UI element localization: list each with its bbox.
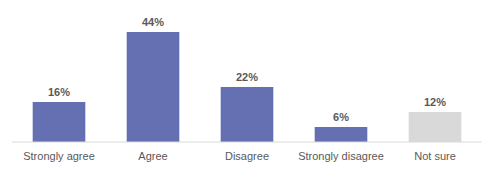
category-label: Strongly agree [23,150,95,162]
data-label: 16% [48,86,70,98]
category-label: Strongly disagree [298,150,384,162]
chart-container: 16% 44% 22% 6% 12% Strongly agree Agree Disagre… [0,0,500,180]
category-label: Not sure [414,150,456,162]
bar [221,87,274,142]
bar [127,32,180,142]
bars [33,32,462,142]
data-label: 12% [424,96,446,108]
bar [409,112,462,142]
data-label: 44% [142,16,164,28]
x-tick-labels: Strongly agree Agree Disagree Strongly disa… [23,150,456,162]
data-label: 6% [333,111,349,123]
category-label: Disagree [225,150,269,162]
bar [315,127,368,142]
x-axis-line [12,142,482,143]
bar [33,102,86,142]
data-labels: 16% 44% 22% 6% 12% [48,16,446,123]
chart-svg: 16% 44% 22% 6% 12% Strongly agree Agree Disagre… [0,0,500,180]
category-label: Agree [138,150,167,162]
data-label: 22% [236,71,258,83]
